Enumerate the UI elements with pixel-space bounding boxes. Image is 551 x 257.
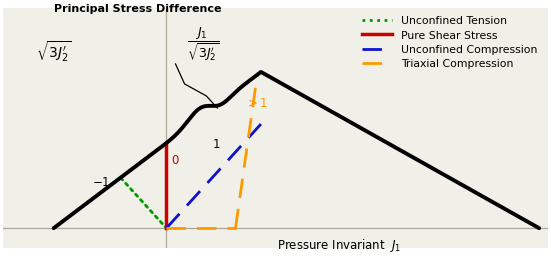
Text: Principal Stress Difference: Principal Stress Difference bbox=[53, 4, 221, 14]
Text: $\dfrac{J_1}{\sqrt{3J_2^{\prime}}}$: $\dfrac{J_1}{\sqrt{3J_2^{\prime}}}$ bbox=[187, 25, 219, 63]
Text: $>1$: $>1$ bbox=[245, 97, 267, 111]
Text: $-1$: $-1$ bbox=[92, 176, 110, 189]
Text: Pressure Invariant  $J_1$: Pressure Invariant $J_1$ bbox=[277, 237, 401, 254]
Text: $1$: $1$ bbox=[212, 137, 220, 151]
Text: $0$: $0$ bbox=[171, 154, 180, 167]
Legend: Unconfined Tension, Pure Shear Stress, Unconfined Compression, Triaxial Compress: Unconfined Tension, Pure Shear Stress, U… bbox=[362, 16, 537, 69]
Text: $\sqrt{3J_2^{\prime}}$: $\sqrt{3J_2^{\prime}}$ bbox=[36, 40, 72, 64]
